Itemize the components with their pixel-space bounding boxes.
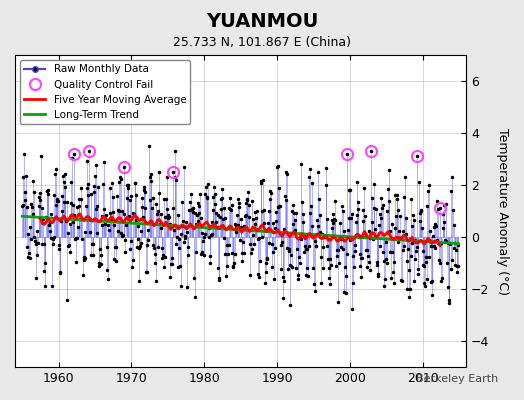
Text: 25.733 N, 101.867 E (China): 25.733 N, 101.867 E (China) [173, 36, 351, 49]
Text: Berkeley Earth: Berkeley Earth [416, 374, 498, 384]
Y-axis label: Temperature Anomaly (°C): Temperature Anomaly (°C) [496, 128, 509, 294]
Text: YUANMOU: YUANMOU [206, 12, 318, 31]
Legend: Raw Monthly Data, Quality Control Fail, Five Year Moving Average, Long-Term Tren: Raw Monthly Data, Quality Control Fail, … [20, 60, 190, 124]
